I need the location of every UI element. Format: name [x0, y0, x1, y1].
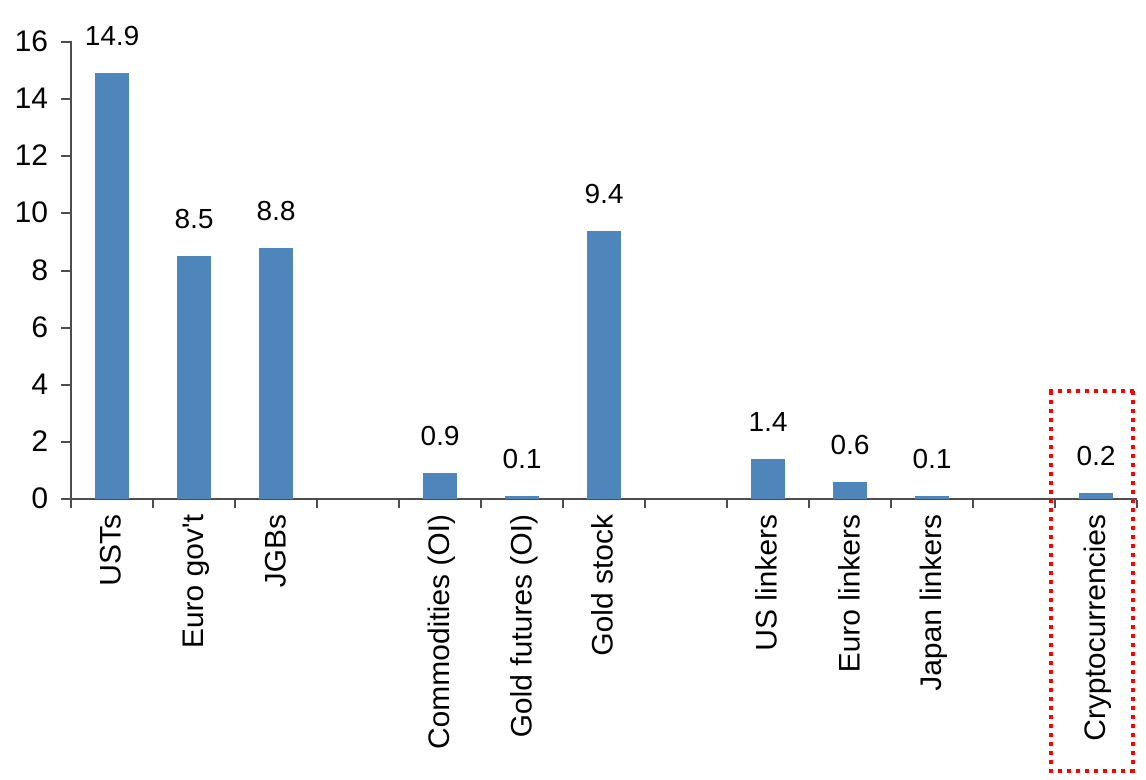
y-axis-tick [61, 212, 71, 215]
y-tick-label: 10 [14, 196, 48, 230]
y-axis-tick [61, 41, 71, 43]
bar-value-label: 8.5 [174, 203, 214, 235]
y-axis-tick [61, 326, 71, 329]
x-axis-tick [890, 500, 892, 508]
bar-value-label: 0.6 [830, 428, 870, 460]
x-category-label-text: Euro linkers [833, 514, 866, 673]
bar [423, 473, 457, 499]
bar-value-label: 14.9 [84, 20, 140, 52]
x-category-label-text: US linkers [751, 514, 784, 651]
bar-value-label: 0.1 [912, 443, 952, 474]
x-axis-tick [808, 500, 810, 508]
y-axis-line [70, 41, 72, 500]
y-axis-tick [61, 269, 71, 272]
x-axis-tick [972, 500, 974, 508]
y-tick-label: 6 [31, 310, 48, 344]
bar [751, 459, 785, 499]
x-category-label-text: Commodities (OI) [423, 514, 456, 750]
x-category-label-text: Gold futures (OI) [505, 514, 538, 738]
x-category-label-text: USTs [95, 514, 128, 586]
bar-value-label: 0.9 [420, 420, 460, 452]
bar [505, 496, 539, 499]
y-tick-label: 8 [31, 253, 48, 287]
highlight-box [1049, 389, 1135, 773]
x-axis-tick [70, 500, 72, 508]
x-axis-line [70, 498, 1137, 500]
x-axis-tick [1136, 500, 1138, 508]
y-axis-tick [61, 155, 71, 158]
x-category-label-text: Japan linkers [915, 514, 948, 691]
y-axis-tick [61, 98, 71, 101]
bar [259, 247, 293, 499]
bar-value-label: 8.8 [256, 194, 296, 226]
bar [833, 481, 867, 499]
y-tick-label: 2 [31, 424, 48, 458]
x-axis-tick [644, 500, 646, 508]
y-tick-label: 14 [14, 82, 48, 116]
x-category-label-text: Gold stock [587, 514, 620, 656]
bar [915, 496, 949, 499]
bar [95, 73, 129, 499]
x-category-label-text: Euro gov't [177, 514, 210, 649]
x-category-label-text: JGBs [259, 514, 292, 588]
x-axis-tick [234, 500, 236, 508]
x-axis-tick [480, 500, 482, 508]
y-tick-label: 12 [14, 139, 48, 173]
y-axis-tick [61, 440, 71, 443]
x-axis-tick [398, 500, 400, 508]
y-tick-label: 16 [14, 25, 48, 58]
y-tick-label: 4 [31, 367, 48, 401]
y-axis-tick [61, 498, 71, 500]
x-axis-tick [562, 500, 564, 508]
bar-value-label: 0.1 [502, 443, 542, 474]
x-axis-tick [316, 500, 318, 508]
x-axis-tick [726, 500, 728, 508]
x-axis-tick [152, 500, 154, 508]
bar-value-label: 1.4 [748, 406, 788, 437]
bar [587, 230, 621, 499]
bar [177, 256, 211, 499]
y-tick-label: 0 [31, 482, 48, 515]
bar-value-label: 9.4 [584, 177, 624, 209]
y-axis-tick [61, 383, 71, 386]
